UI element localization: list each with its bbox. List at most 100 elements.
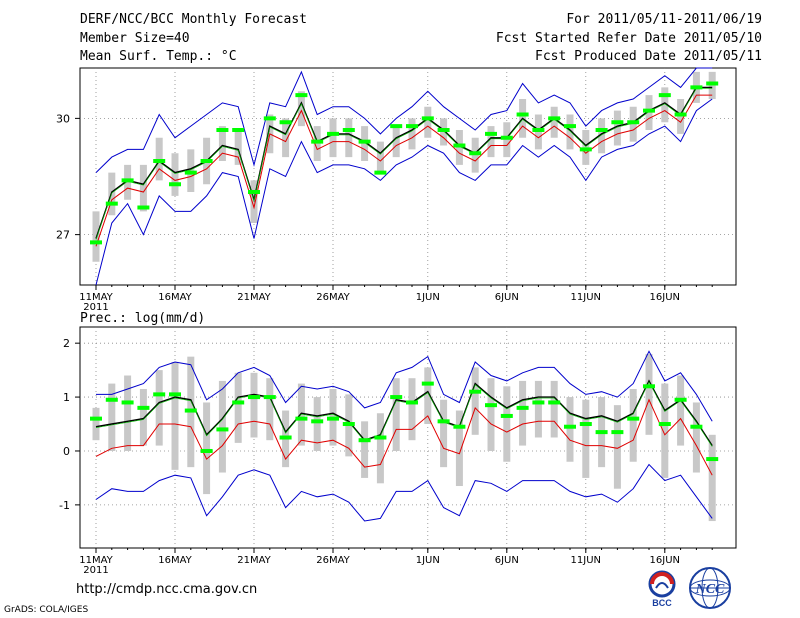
spread-box xyxy=(408,378,416,441)
x-tick-label: 11JUN xyxy=(571,292,601,303)
control-marker xyxy=(295,93,308,98)
control-marker xyxy=(690,85,703,90)
series-red-line xyxy=(95,94,713,247)
spread-box xyxy=(218,380,226,473)
x-tick-label: 1JUN xyxy=(416,555,440,566)
x-year-label: 2011 xyxy=(83,302,108,313)
control-marker xyxy=(342,422,355,427)
control-marker xyxy=(184,408,197,413)
control-marker xyxy=(548,400,561,405)
ncc-logo: NCC xyxy=(689,567,731,609)
spread-box xyxy=(92,407,100,441)
control-marker xyxy=(295,416,308,421)
spread-box xyxy=(139,388,147,446)
control-marker xyxy=(200,159,213,163)
spread-box xyxy=(629,388,637,462)
spread-box xyxy=(455,410,463,487)
spread-box xyxy=(487,378,495,451)
y-tick-label: 0 xyxy=(63,445,70,458)
control-marker xyxy=(627,416,640,421)
series-blue_upper-line xyxy=(95,67,713,173)
control-marker xyxy=(643,384,655,389)
control-marker xyxy=(263,116,276,121)
temperature-panel: 11MAY 16MAY 21MAY 26MAY 1JUN 6JUN 11JUN 16JUN 20… xyxy=(56,67,737,313)
spread-box xyxy=(361,421,369,478)
control-marker xyxy=(374,170,387,175)
control-marker xyxy=(121,400,134,405)
control-marker xyxy=(200,448,213,453)
spread-box xyxy=(139,164,147,212)
control-marker xyxy=(500,135,513,140)
control-marker xyxy=(169,392,181,397)
forecast-produced-date: Fcst Produced Date 2011/05/11 xyxy=(535,49,762,64)
spread-box xyxy=(582,399,590,478)
control-marker xyxy=(184,170,197,175)
spread-box xyxy=(487,126,495,158)
control-marker xyxy=(311,139,324,144)
control-marker xyxy=(706,81,719,86)
control-marker xyxy=(674,397,687,402)
website-url[interactable]: http://cmdp.ncc.cma.gov.cn xyxy=(76,582,258,597)
spread-box xyxy=(155,370,163,446)
control-marker xyxy=(548,116,561,121)
control-marker xyxy=(469,389,482,394)
bcc-logo: BCC xyxy=(648,570,676,608)
control-marker xyxy=(627,120,640,125)
series-red-line xyxy=(95,398,713,476)
member-size: Member Size=40 xyxy=(80,31,190,46)
series-mean-line xyxy=(95,379,713,446)
x-tick-label: 16MAY xyxy=(158,555,192,566)
control-marker xyxy=(532,128,545,132)
y-tick-label: 1 xyxy=(63,391,70,404)
spread-box xyxy=(250,372,258,438)
spread-box xyxy=(392,378,400,451)
control-marker xyxy=(500,413,513,418)
forecast-start-date: Fcst Started Refer Date 2011/05/10 xyxy=(495,31,762,46)
spread-box xyxy=(566,397,574,462)
control-marker xyxy=(579,147,592,152)
control-marker xyxy=(358,438,371,443)
forecast-period: For 2011/05/11-2011/06/19 xyxy=(566,12,762,27)
control-marker xyxy=(469,151,482,156)
spread-box xyxy=(661,383,669,478)
control-marker xyxy=(263,395,276,400)
control-marker xyxy=(374,435,387,440)
spread-box xyxy=(234,130,242,165)
control-marker xyxy=(137,205,150,210)
plot-frame xyxy=(79,67,737,286)
control-marker xyxy=(248,190,260,194)
spread-box xyxy=(203,402,211,495)
x-tick-label: 16JUN xyxy=(650,292,680,303)
control-marker xyxy=(232,400,245,405)
plot-frame xyxy=(79,326,737,549)
series-blue_upper-line xyxy=(96,350,713,422)
spread-box xyxy=(124,375,132,451)
control-marker xyxy=(90,416,102,421)
spread-box xyxy=(613,405,621,489)
control-marker xyxy=(485,403,497,408)
control-marker xyxy=(105,201,118,206)
control-marker xyxy=(105,397,118,402)
spread-box xyxy=(519,380,527,446)
control-marker xyxy=(516,405,529,410)
x-tick-label: 1JUN xyxy=(416,292,440,303)
control-marker xyxy=(564,424,576,429)
control-marker xyxy=(453,143,466,148)
x-tick-label: 26MAY xyxy=(316,555,350,566)
spread-box xyxy=(266,378,274,441)
spread-box xyxy=(392,126,400,158)
x-tick-label: 26MAY xyxy=(316,292,350,303)
spread-box xyxy=(171,362,179,470)
control-marker xyxy=(279,435,292,440)
x-year-label: 2011 xyxy=(83,565,108,576)
control-marker xyxy=(516,112,529,117)
control-marker xyxy=(658,422,671,427)
x-tick-label: 16JUN xyxy=(650,555,680,566)
control-marker xyxy=(169,182,181,187)
spread-box xyxy=(297,91,305,127)
ncc-logo-text: NCC xyxy=(695,582,725,597)
control-marker xyxy=(216,128,229,132)
spread-box xyxy=(424,367,432,425)
precipitation-panel: 11MAY 16MAY 21MAY 26MAY 1JUN 6JUN 11JUN 16JUN20… xyxy=(59,326,737,576)
